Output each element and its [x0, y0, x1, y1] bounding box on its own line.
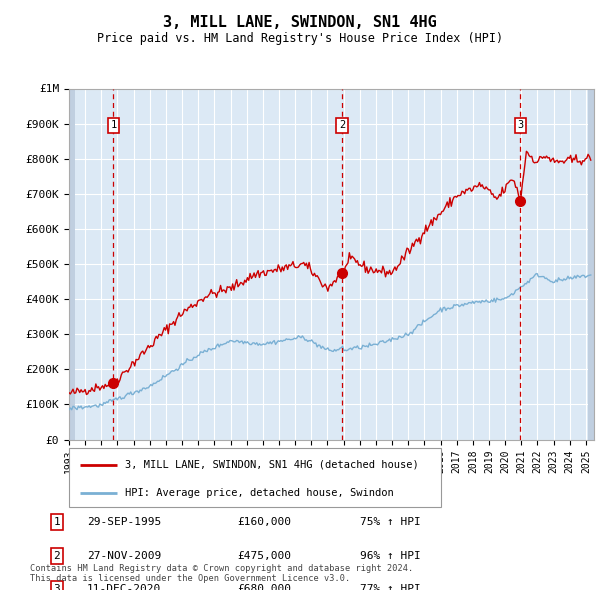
- Text: £475,000: £475,000: [237, 551, 291, 560]
- Text: £160,000: £160,000: [237, 517, 291, 527]
- Text: 2: 2: [339, 120, 345, 130]
- Text: £680,000: £680,000: [237, 585, 291, 590]
- Text: Price paid vs. HM Land Registry's House Price Index (HPI): Price paid vs. HM Land Registry's House …: [97, 32, 503, 45]
- Text: 96% ↑ HPI: 96% ↑ HPI: [360, 551, 421, 560]
- Text: 29-SEP-1995: 29-SEP-1995: [87, 517, 161, 527]
- Text: 1: 1: [110, 120, 116, 130]
- Bar: [587, 88, 596, 440]
- Text: HPI: Average price, detached house, Swindon: HPI: Average price, detached house, Swin…: [125, 488, 394, 497]
- Text: 2: 2: [53, 551, 61, 560]
- Bar: [69, 88, 76, 440]
- Text: Contains HM Land Registry data © Crown copyright and database right 2024.
This d: Contains HM Land Registry data © Crown c…: [30, 563, 413, 583]
- Text: 75% ↑ HPI: 75% ↑ HPI: [360, 517, 421, 527]
- Text: 3, MILL LANE, SWINDON, SN1 4HG (detached house): 3, MILL LANE, SWINDON, SN1 4HG (detached…: [125, 460, 419, 470]
- Text: 27-NOV-2009: 27-NOV-2009: [87, 551, 161, 560]
- Text: 77% ↑ HPI: 77% ↑ HPI: [360, 585, 421, 590]
- Text: 1: 1: [53, 517, 61, 527]
- Text: 11-DEC-2020: 11-DEC-2020: [87, 585, 161, 590]
- Text: 3: 3: [517, 120, 524, 130]
- Text: 3, MILL LANE, SWINDON, SN1 4HG: 3, MILL LANE, SWINDON, SN1 4HG: [163, 15, 437, 30]
- Text: 3: 3: [53, 585, 61, 590]
